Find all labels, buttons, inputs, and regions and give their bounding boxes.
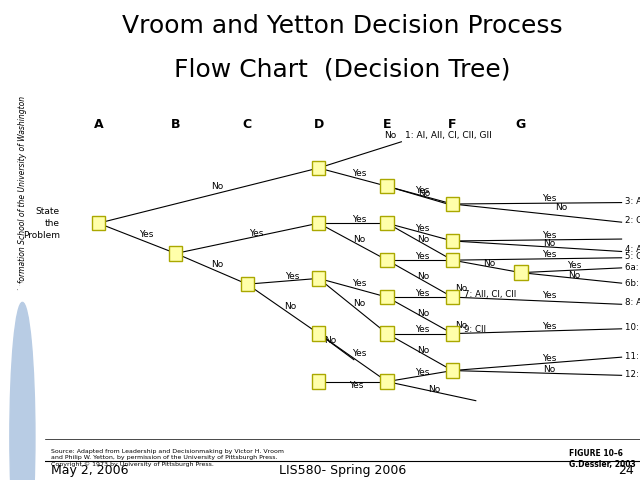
Text: Yes: Yes xyxy=(139,230,153,239)
FancyBboxPatch shape xyxy=(312,271,325,286)
Text: Yes: Yes xyxy=(415,325,430,334)
Text: Yes: Yes xyxy=(351,279,366,288)
FancyBboxPatch shape xyxy=(446,290,459,304)
Text: Yes: Yes xyxy=(542,291,556,300)
FancyBboxPatch shape xyxy=(446,326,459,341)
Text: No: No xyxy=(555,203,567,212)
Text: Yes: Yes xyxy=(542,354,556,362)
Text: No: No xyxy=(543,240,556,248)
Text: No: No xyxy=(543,365,556,373)
Text: LIS580- Spring 2006: LIS580- Spring 2006 xyxy=(279,464,406,477)
Text: No: No xyxy=(211,261,223,269)
Text: 10: CII, GII: 10: CII, GII xyxy=(625,324,640,332)
Text: 12: CII: 12: CII xyxy=(625,370,640,379)
Text: D: D xyxy=(314,118,324,132)
Text: 11: GII: 11: GII xyxy=(625,352,640,360)
FancyBboxPatch shape xyxy=(92,216,105,230)
Text: A: A xyxy=(93,118,103,132)
Text: No: No xyxy=(417,346,429,355)
Text: State
the
Problem: State the Problem xyxy=(22,207,60,240)
Text: No: No xyxy=(324,336,337,345)
Text: FIGURE 10–6
G.Dessler, 2003: FIGURE 10–6 G.Dessler, 2003 xyxy=(568,449,636,469)
FancyBboxPatch shape xyxy=(312,374,325,389)
Text: 1: AI, AII, CI, CII, GII: 1: AI, AII, CI, CII, GII xyxy=(405,131,492,140)
Text: Vroom and Yetton Decision Process: Vroom and Yetton Decision Process xyxy=(122,14,563,38)
FancyBboxPatch shape xyxy=(381,290,394,304)
Text: No: No xyxy=(417,272,429,281)
Text: 5: GII: 5: GII xyxy=(625,252,640,261)
Text: 4: AI, AII, CI, CII: 4: AI, AII, CI, CII xyxy=(625,245,640,254)
FancyBboxPatch shape xyxy=(381,216,394,230)
Text: Yes: Yes xyxy=(351,215,366,224)
Text: No: No xyxy=(568,271,580,280)
Circle shape xyxy=(10,302,35,480)
Text: 2: GII: 2: GII xyxy=(625,216,640,225)
Text: E: E xyxy=(383,118,391,132)
Text: No: No xyxy=(353,235,365,244)
FancyBboxPatch shape xyxy=(446,253,459,267)
FancyBboxPatch shape xyxy=(381,374,394,389)
FancyBboxPatch shape xyxy=(515,265,527,280)
Text: Yes: Yes xyxy=(415,252,430,261)
Text: May 2, 2006: May 2, 2006 xyxy=(51,464,128,477)
Text: 24: 24 xyxy=(618,464,634,477)
Text: No: No xyxy=(417,235,429,244)
Text: Yes: Yes xyxy=(542,194,556,203)
Text: Flow Chart  (Decision Tree): Flow Chart (Decision Tree) xyxy=(174,58,511,82)
Text: Yes: Yes xyxy=(415,289,430,298)
Text: No: No xyxy=(484,260,496,268)
FancyBboxPatch shape xyxy=(446,234,459,248)
Circle shape xyxy=(8,283,36,480)
Text: No: No xyxy=(456,321,468,330)
Text: Yes: Yes xyxy=(349,381,363,390)
Text: C: C xyxy=(243,118,252,132)
Text: G: G xyxy=(516,118,526,132)
Text: Source: Adapted from Leadership and Decisionmaking by Victor H. Vroom
and Philip: Source: Adapted from Leadership and Deci… xyxy=(51,449,284,467)
Text: No: No xyxy=(284,302,296,311)
FancyBboxPatch shape xyxy=(312,326,325,341)
Text: No: No xyxy=(456,284,468,293)
Text: Yes: Yes xyxy=(567,261,582,270)
Text: 7: AII, CI, CII: 7: AII, CI, CII xyxy=(465,290,516,299)
Text: Yes: Yes xyxy=(542,231,556,240)
FancyBboxPatch shape xyxy=(381,326,394,341)
FancyBboxPatch shape xyxy=(381,179,394,193)
Text: Yes: Yes xyxy=(415,368,430,377)
FancyBboxPatch shape xyxy=(241,277,253,291)
FancyBboxPatch shape xyxy=(381,253,394,267)
Text: 6a: CII: 6a: CII xyxy=(625,264,640,272)
Text: 9: CII: 9: CII xyxy=(465,325,486,334)
Text: B: B xyxy=(171,118,180,132)
Text: No: No xyxy=(384,131,396,140)
FancyBboxPatch shape xyxy=(312,216,325,230)
Text: Yes: Yes xyxy=(542,322,556,331)
Text: No: No xyxy=(429,385,441,394)
Text: No: No xyxy=(211,182,223,192)
Text: Yes: Yes xyxy=(249,229,263,238)
FancyBboxPatch shape xyxy=(169,246,182,261)
Text: Yes: Yes xyxy=(542,250,556,259)
Text: No: No xyxy=(419,190,431,198)
Text: 6b: CI, CII: 6b: CI, CII xyxy=(625,279,640,288)
Text: 8: AII, CI, CII, GII: 8: AII, CI, CII, GII xyxy=(625,299,640,307)
Text: Yes: Yes xyxy=(351,169,366,178)
FancyBboxPatch shape xyxy=(312,161,325,175)
FancyBboxPatch shape xyxy=(446,363,459,378)
Text: Yes: Yes xyxy=(415,224,430,233)
Text: No: No xyxy=(353,299,365,308)
Text: No: No xyxy=(417,309,429,318)
Text: Yes: Yes xyxy=(351,349,366,358)
Text: 3: AI, AII, CI, CII, GII: 3: AI, AII, CI, CII, GII xyxy=(625,197,640,205)
Text: The Information School of the University of Washington: The Information School of the University… xyxy=(18,96,27,307)
FancyBboxPatch shape xyxy=(446,197,459,211)
Text: F: F xyxy=(448,118,457,132)
Text: Yes: Yes xyxy=(415,186,430,195)
Text: Yes: Yes xyxy=(285,272,299,281)
